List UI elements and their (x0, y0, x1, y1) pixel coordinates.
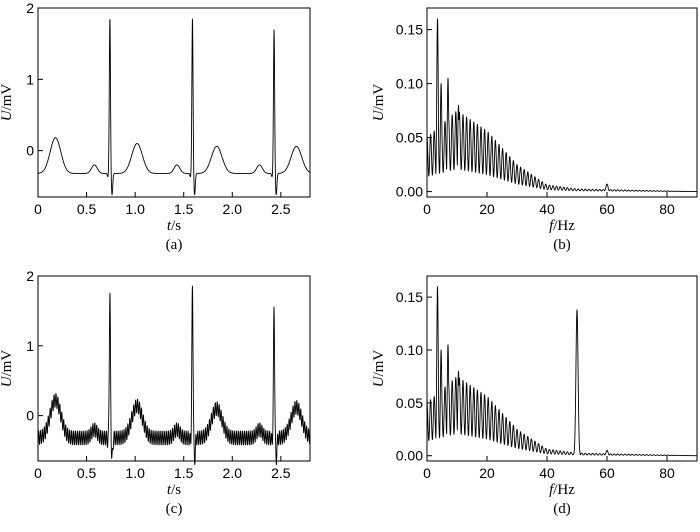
series-line-c (37, 285, 311, 466)
x-tick-label: 0 (423, 465, 431, 481)
x-axis-label: f/Hz (549, 218, 575, 234)
y-tick-label: 0.00 (396, 448, 423, 464)
plot-frame-b (426, 7, 698, 198)
panel-label: (a) (166, 237, 183, 253)
plot-frame-c (37, 275, 311, 462)
x-tick-label: 0 (423, 201, 431, 217)
x-tick-label: 20 (479, 465, 495, 481)
x-tick-label: 2.0 (223, 201, 243, 217)
x-tick-label: 60 (599, 201, 615, 217)
y-axis-label: U/mV (0, 350, 15, 388)
y-tick-label: 0.15 (396, 289, 423, 305)
panel-a: 0 0.5 1.0 1.5 2.0 2.5 0 1 2 t/s (a) U/mV (0, 0, 311, 253)
x-axis-label: t/s (167, 482, 181, 498)
x-tick-label: 60 (599, 465, 615, 481)
y-tick-label: 0.10 (396, 76, 423, 92)
x-tick-label: 20 (479, 201, 495, 217)
series-line-a (37, 18, 311, 196)
y-axis-label: U/mV (0, 84, 15, 122)
y-tick-label: 0.05 (396, 130, 423, 146)
x-tick-label: 1.5 (174, 465, 194, 481)
x-tick-label: 80 (659, 201, 675, 217)
panel-label: (b) (553, 237, 571, 253)
x-tick-label: 0 (34, 201, 42, 217)
y-tick-label: 0 (26, 408, 34, 424)
x-tick-label: 0 (34, 465, 42, 481)
y-tick-label: 0.05 (396, 395, 423, 411)
y-tick-label: 1 (26, 71, 34, 87)
y-tick-label: 2 (26, 0, 34, 16)
x-tick-label: 0.5 (77, 201, 97, 217)
y-tick-label: 0 (26, 143, 34, 159)
y-tick-label: 2 (26, 268, 34, 284)
x-axis-label: t/s (167, 218, 181, 234)
panel-b: 0 20 40 60 80 0.00 0.05 0.10 0.15 f/Hz (b) U/mV (371, 7, 698, 253)
y-tick-label: 1 (26, 338, 34, 354)
y-axis-label: U/mV (371, 350, 387, 388)
x-tick-label: 40 (539, 465, 555, 481)
x-axis-label: f/Hz (549, 482, 575, 498)
panel-label: (c) (166, 501, 183, 517)
panel-label: (d) (553, 501, 571, 517)
y-tick-label: 0.15 (396, 22, 423, 38)
plot-frame-a (37, 7, 311, 198)
series-line-b (426, 18, 698, 193)
plot-frame-d (426, 275, 698, 462)
x-tick-label: 80 (659, 465, 675, 481)
y-tick-label: 0.10 (396, 342, 423, 358)
y-axis-label: U/mV (371, 84, 387, 122)
x-tick-label: 2.5 (271, 465, 291, 481)
y-tick-label: 0.00 (396, 184, 423, 200)
x-tick-label: 2.5 (271, 201, 291, 217)
x-tick-label: 2.0 (223, 465, 243, 481)
series-line-d (426, 286, 698, 457)
x-tick-label: 0.5 (77, 465, 97, 481)
x-tick-label: 1.0 (125, 465, 145, 481)
panel-d: 0 20 40 60 80 0.00 0.05 0.10 0.15 f/Hz (d) U/mV (371, 275, 698, 517)
panel-c: 0 0.5 1.0 1.5 2.0 2.5 0 1 2 t/s (c) U/mV (0, 268, 311, 517)
x-tick-label: 40 (539, 201, 555, 217)
x-tick-label: 1.5 (174, 201, 194, 217)
x-tick-label: 1.0 (125, 201, 145, 217)
